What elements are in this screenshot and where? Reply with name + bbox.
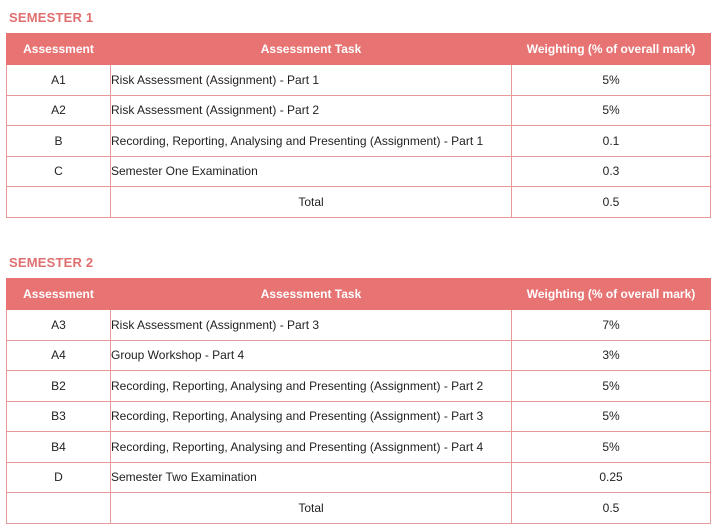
assessment-task: Risk Assessment (Assignment) - Part 2: [110, 94, 512, 126]
assessment-task: Recording, Reporting, Analysing and Pres…: [110, 400, 512, 432]
assessment-weight: 0.1: [511, 125, 711, 157]
assessment-task: Recording, Reporting, Analysing and Pres…: [110, 125, 512, 157]
table-row: B4 Recording, Reporting, Analysing and P…: [6, 431, 711, 463]
table-row: B3 Recording, Reporting, Analysing and P…: [6, 400, 711, 432]
table-row: A4 Group Workshop - Part 4 3%: [6, 339, 711, 371]
table-header-row: Assessment Assessment Task Weighting (% …: [6, 33, 711, 65]
assessment-weight: 5%: [511, 400, 711, 432]
total-label: Total: [110, 492, 512, 524]
assessment-weight: 5%: [511, 94, 711, 126]
assessment-weight: 5%: [511, 370, 711, 402]
table-row: B Recording, Reporting, Analysing and Pr…: [6, 125, 711, 157]
semester-2-table: Assessment Assessment Task Weighting (% …: [6, 278, 711, 524]
assessment-weight: 3%: [511, 339, 711, 371]
assessment-code: B2: [6, 370, 111, 402]
header-assessment-task: Assessment Task: [110, 278, 512, 310]
table-row: D Semester Two Examination 0.25: [6, 461, 711, 493]
assessment-task: Risk Assessment (Assignment) - Part 1: [110, 64, 512, 96]
semester-1-table: Assessment Assessment Task Weighting (% …: [6, 33, 711, 218]
semester-2-title: SEMESTER 2: [9, 255, 94, 270]
table-row: A1 Risk Assessment (Assignment) - Part 1…: [6, 64, 711, 96]
table-row: A2 Risk Assessment (Assignment) - Part 2…: [6, 94, 711, 126]
assessment-weight: 5%: [511, 431, 711, 463]
semester-1-title: SEMESTER 1: [9, 10, 94, 25]
assessment-weight: 0.3: [511, 155, 711, 187]
total-empty-cell: [6, 492, 111, 524]
assessment-code: B4: [6, 431, 111, 463]
total-weight: 0.5: [511, 186, 711, 218]
header-weighting: Weighting (% of overall mark): [511, 278, 711, 310]
table-row: A3 Risk Assessment (Assignment) - Part 3…: [6, 309, 711, 341]
total-row: Total 0.5: [6, 492, 711, 524]
assessment-task: Semester One Examination: [110, 155, 512, 187]
assessment-task: Group Workshop - Part 4: [110, 339, 512, 371]
assessment-code: B: [6, 125, 111, 157]
assessment-code: A2: [6, 94, 111, 126]
assessment-weight: 5%: [511, 64, 711, 96]
assessment-weight: 0.25: [511, 461, 711, 493]
assessment-task: Recording, Reporting, Analysing and Pres…: [110, 370, 512, 402]
assessment-code: C: [6, 155, 111, 187]
total-weight: 0.5: [511, 492, 711, 524]
total-empty-cell: [6, 186, 111, 218]
table-header-row: Assessment Assessment Task Weighting (% …: [6, 278, 711, 310]
assessment-weight: 7%: [511, 309, 711, 341]
header-weighting: Weighting (% of overall mark): [511, 33, 711, 65]
assessment-code: D: [6, 461, 111, 493]
total-label: Total: [110, 186, 512, 218]
assessment-code: A1: [6, 64, 111, 96]
header-assessment: Assessment: [6, 33, 111, 65]
assessment-task: Recording, Reporting, Analysing and Pres…: [110, 431, 512, 463]
assessment-code: A3: [6, 309, 111, 341]
assessment-code: A4: [6, 339, 111, 371]
assessment-code: B3: [6, 400, 111, 432]
header-assessment-task: Assessment Task: [110, 33, 512, 65]
assessment-task: Risk Assessment (Assignment) - Part 3: [110, 309, 512, 341]
total-row: Total 0.5: [6, 186, 711, 218]
assessment-task: Semester Two Examination: [110, 461, 512, 493]
table-row: B2 Recording, Reporting, Analysing and P…: [6, 370, 711, 402]
table-row: C Semester One Examination 0.3: [6, 155, 711, 187]
header-assessment: Assessment: [6, 278, 111, 310]
